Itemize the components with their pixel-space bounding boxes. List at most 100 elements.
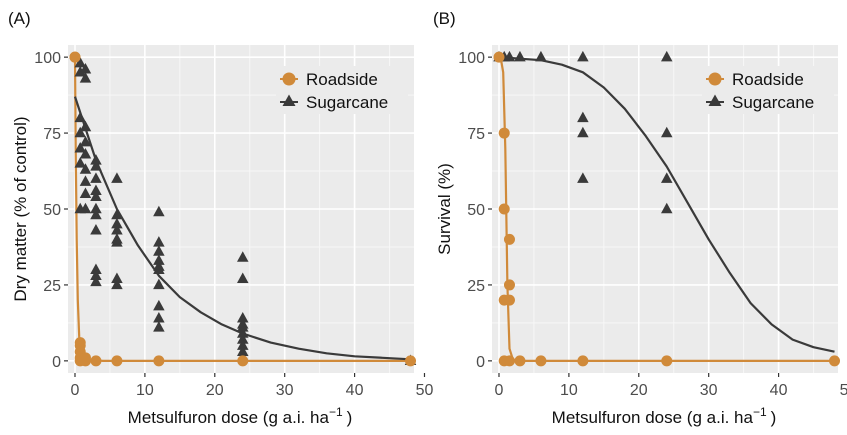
point-roadside-a <box>79 355 91 367</box>
point-sugarcane-a <box>236 251 249 262</box>
marks-a <box>69 51 417 367</box>
point-roadside-b <box>493 51 505 63</box>
y-tick-label-b: 50 <box>467 202 485 219</box>
legend-label-roadside-a: Roadside <box>306 70 378 89</box>
legend-box-b <box>702 66 834 114</box>
point-sugarcane-a <box>111 236 123 247</box>
point-sugarcane-a <box>153 254 165 265</box>
point-sugarcane-a <box>111 172 123 183</box>
panel-a: (A) 0 10 20 30 40 50 0 25 50 75 100 Metsulfuron do… <box>8 9 433 427</box>
point-roadside-a <box>90 355 102 367</box>
point-sugarcane-a <box>111 278 123 290</box>
point-sugarcane-a <box>153 263 165 274</box>
x-tick-label-a: 50 <box>416 382 434 399</box>
point-roadside-a <box>237 355 249 367</box>
point-sugarcane-a <box>74 66 86 77</box>
point-roadside-b <box>503 279 515 291</box>
point-roadside-b <box>514 355 526 367</box>
point-sugarcane-a <box>236 272 249 284</box>
fit-curve-sugarcane-a <box>73 96 411 361</box>
point-sugarcane-a <box>153 236 165 247</box>
point-sugarcane-b <box>660 202 673 214</box>
x-tick-label-a: 20 <box>206 382 224 399</box>
point-sugarcane-a <box>90 190 102 202</box>
x-axis-title-b: Metsulfuron dose (g a.i. ha−1) <box>552 405 777 427</box>
point-sugarcane-a <box>90 208 102 220</box>
point-roadside-a <box>405 355 417 367</box>
y-tick-label-b: 0 <box>476 354 485 371</box>
point-sugarcane-b <box>535 50 547 62</box>
y-tick-label-b: 25 <box>467 278 485 295</box>
y-axis-title-b: Survival (%) <box>435 163 454 255</box>
point-sugarcane-a <box>74 157 86 168</box>
point-roadside-b <box>577 355 589 367</box>
panel-label-b: (B) <box>433 9 456 28</box>
point-sugarcane-a <box>74 56 86 68</box>
x-tick-label-b: 10 <box>560 382 578 399</box>
point-sugarcane-a <box>79 187 92 199</box>
point-sugarcane-a <box>153 205 165 217</box>
point-sugarcane-a <box>236 312 249 323</box>
point-sugarcane-b <box>577 126 589 138</box>
legend-box-a <box>276 66 408 114</box>
x-tick-label-a: 40 <box>346 382 364 399</box>
point-sugarcane-a <box>111 217 123 229</box>
y-tick-label-a: 100 <box>34 50 61 67</box>
point-sugarcane-a <box>90 202 102 214</box>
legend-b: Roadside Sugarcane <box>702 66 834 114</box>
x-tick-label-a: 0 <box>71 382 80 399</box>
y-tick-label-a: 25 <box>43 278 61 295</box>
point-roadside-b <box>503 294 515 306</box>
point-sugarcane-a <box>153 321 165 332</box>
point-roadside-b <box>498 203 510 215</box>
point-sugarcane-a <box>79 72 92 83</box>
point-sugarcane-a <box>90 275 102 287</box>
y-tick-label-a: 50 <box>43 202 61 219</box>
x-tick-label-a: 10 <box>136 382 154 399</box>
point-sugarcane-a <box>79 175 92 186</box>
point-roadside-b <box>503 233 515 245</box>
point-sugarcane-a <box>236 333 249 344</box>
point-sugarcane-a <box>74 126 86 138</box>
legend-marker-sugarcane-a <box>282 94 296 106</box>
ticks-b: 0 10 20 30 40 50 0 25 50 75 100 <box>458 50 847 399</box>
y-tick-label-b: 100 <box>458 50 485 67</box>
panel-label-a: (A) <box>8 9 31 28</box>
point-sugarcane-a <box>236 321 249 332</box>
point-roadside-a <box>69 51 81 63</box>
legend-label-sugarcane-a: Sugarcane <box>306 93 388 112</box>
x-tick-label-b: 40 <box>770 382 788 399</box>
legend-label-sugarcane-b: Sugarcane <box>732 93 814 112</box>
legend-marker-sugarcane-b <box>708 94 722 106</box>
point-sugarcane-a <box>111 272 123 284</box>
point-sugarcane-a <box>153 278 165 290</box>
point-roadside-b <box>829 355 841 367</box>
point-sugarcane-a <box>236 327 249 338</box>
point-roadside-b <box>661 355 673 367</box>
x-axis-title-a: Metsulfuron dose (g a.i. ha−1) <box>128 405 353 427</box>
point-sugarcane-a <box>153 299 165 311</box>
point-sugarcane-b <box>660 172 673 183</box>
y-axis-title-a: Dry matter (% of control) <box>11 116 30 301</box>
ticks-a: 0 10 20 30 40 50 0 25 50 75 100 <box>34 50 433 399</box>
x-tick-label-b: 30 <box>700 382 718 399</box>
y-tick-label-a: 0 <box>52 354 61 371</box>
point-roadside-b <box>535 355 547 367</box>
point-sugarcane-a <box>111 223 123 235</box>
point-sugarcane-a <box>79 148 92 159</box>
point-sugarcane-a <box>79 202 92 214</box>
point-sugarcane-b <box>503 50 516 62</box>
fit-curve-sugarcane-b <box>498 56 835 353</box>
y-tick-label-a: 75 <box>43 126 61 143</box>
point-sugarcane-a <box>153 245 165 256</box>
point-sugarcane-b <box>577 50 589 62</box>
point-sugarcane-a <box>153 312 165 323</box>
point-sugarcane-a <box>90 263 102 274</box>
point-sugarcane-a <box>79 163 92 174</box>
marks-b <box>493 50 841 367</box>
point-sugarcane-a <box>90 154 102 165</box>
point-sugarcane-a <box>90 172 102 183</box>
point-sugarcane-a <box>74 111 86 123</box>
